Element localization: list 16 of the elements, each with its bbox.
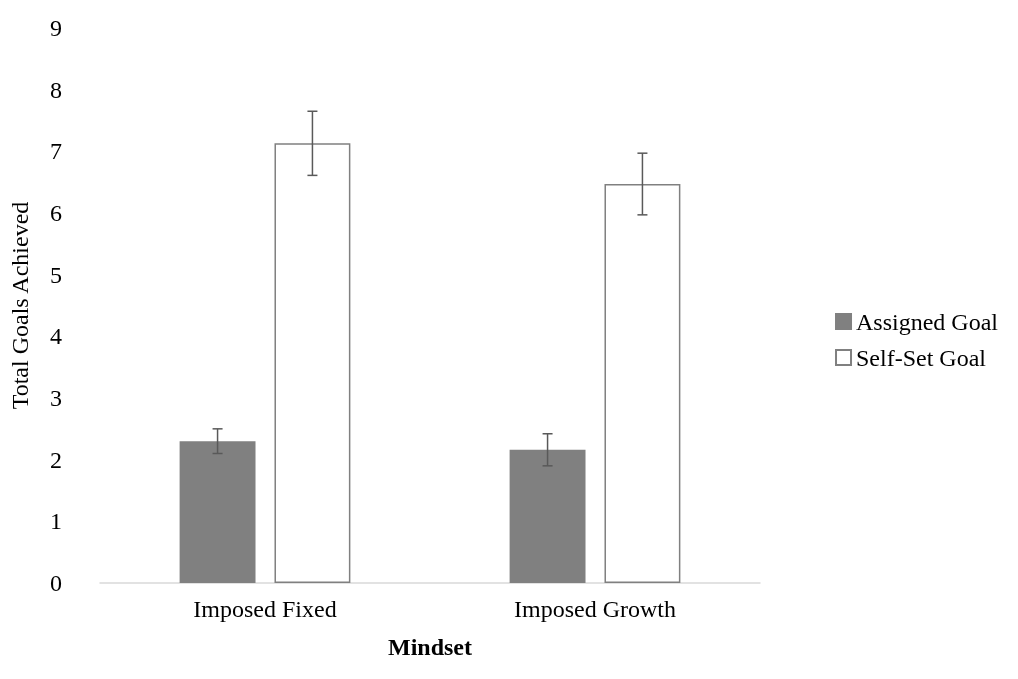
y-axis-title: Total Goals Achieved: [7, 201, 33, 410]
y-tick-label: 4: [50, 323, 62, 350]
y-tick-label: 7: [50, 138, 62, 165]
x-tick-label: Imposed Growth: [514, 596, 676, 622]
y-tick-label: 0: [50, 570, 62, 596]
y-tick-label: 8: [50, 76, 62, 103]
y-tick-label: 9: [50, 15, 62, 41]
legend-label: Self-Set Goal: [856, 344, 987, 371]
y-tick-label: 6: [50, 200, 62, 226]
y-tick-label: 2: [50, 446, 62, 473]
y-tick-label: 5: [50, 261, 62, 288]
legend-label: Assigned Goal: [856, 308, 999, 335]
x-tick-label: Imposed Fixed: [193, 596, 337, 622]
y-tick-label: 1: [50, 508, 62, 535]
y-tick-label: 3: [50, 385, 62, 411]
x-axis-title: Mindset: [388, 634, 473, 660]
